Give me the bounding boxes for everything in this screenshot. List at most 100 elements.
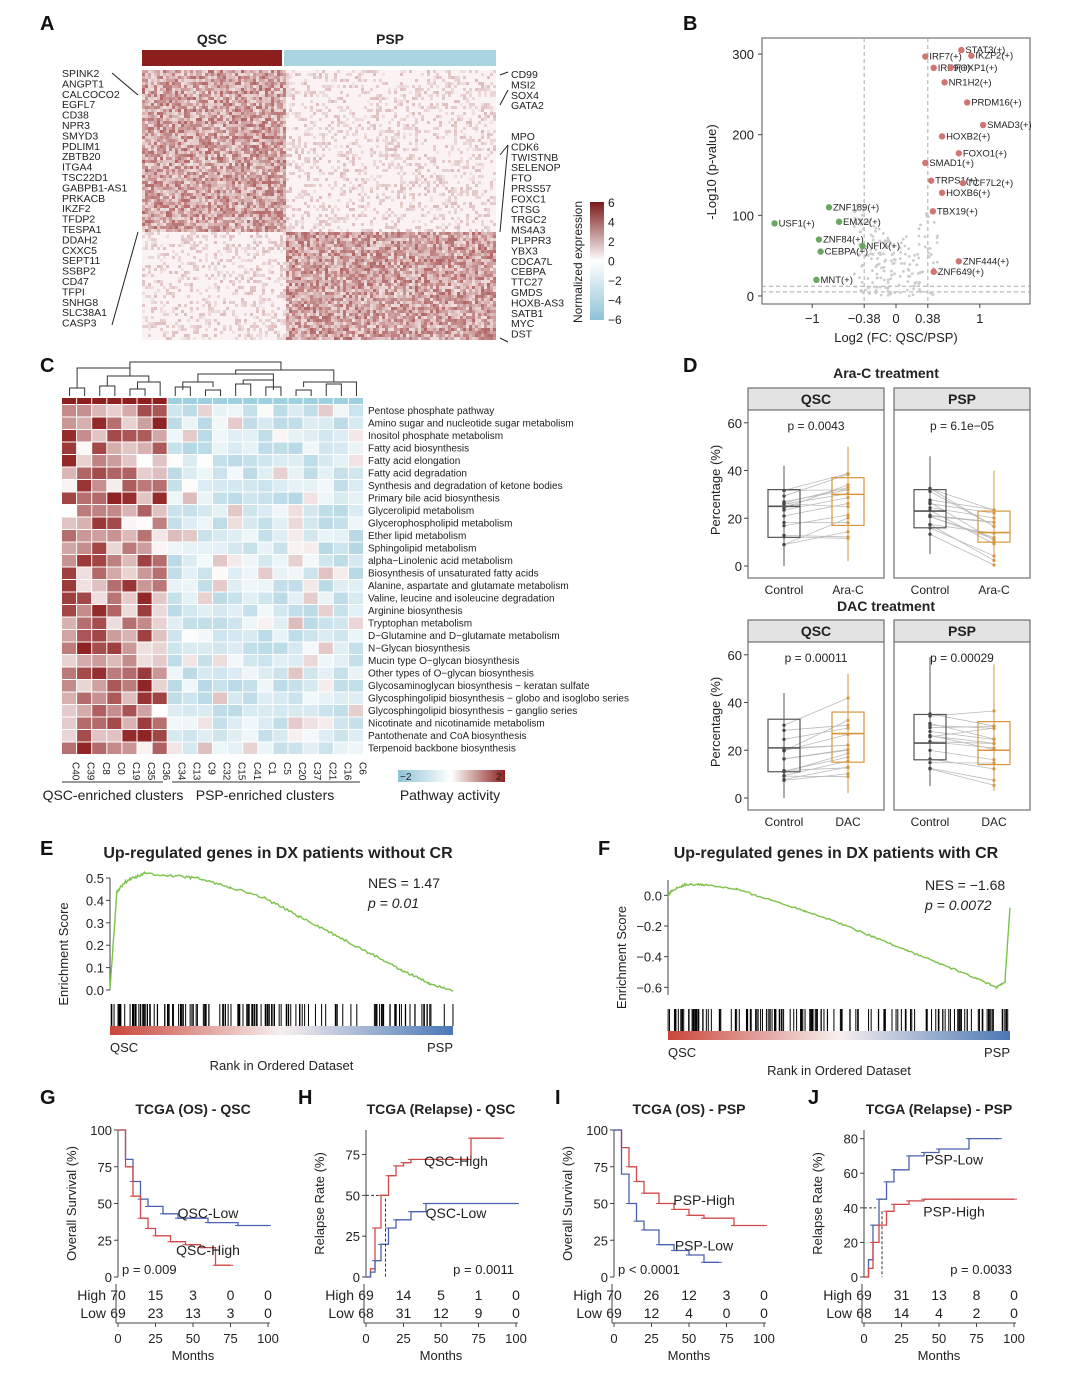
heat-cell <box>157 166 160 169</box>
heat-cell <box>475 169 478 172</box>
heat-cell <box>184 145 187 148</box>
heat-cell <box>250 169 253 172</box>
heat-cell <box>265 178 268 181</box>
heat-cell <box>214 184 217 187</box>
heat-cell <box>382 262 385 265</box>
heat-cell <box>355 271 358 274</box>
heat-cell <box>427 121 430 124</box>
heat-cell <box>145 79 148 82</box>
heat-cell <box>277 94 280 97</box>
heat-cell <box>415 94 418 97</box>
heat-cell <box>253 175 256 178</box>
heat-cell <box>271 187 274 190</box>
heat-cell <box>475 106 478 109</box>
heat-cell <box>274 193 277 196</box>
heat-cell <box>154 205 157 208</box>
heat-cell <box>235 145 238 148</box>
heat-cell <box>166 130 169 133</box>
heat-cell <box>148 169 151 172</box>
heat-cell <box>187 112 190 115</box>
heat-cell <box>187 91 190 94</box>
heat-cell <box>181 175 184 178</box>
heat-cell <box>271 127 274 130</box>
heat-cell <box>301 244 304 247</box>
heat-cell <box>427 238 430 241</box>
heat-cell <box>412 256 415 259</box>
heat-cell <box>205 256 208 259</box>
heat-cell <box>211 211 214 214</box>
heat-cell <box>196 106 199 109</box>
heat-cell <box>202 91 205 94</box>
heat-cell <box>184 154 187 157</box>
heat-cell <box>262 190 265 193</box>
heat-cell <box>277 178 280 181</box>
heat-cell <box>460 115 463 118</box>
heat-cell <box>241 184 244 187</box>
heat-cell <box>481 268 484 271</box>
heat-cell <box>169 100 172 103</box>
heat-cell <box>247 229 250 232</box>
heat-cell <box>466 163 469 166</box>
heat-cell <box>166 91 169 94</box>
heat-cell <box>223 97 226 100</box>
heat-cell <box>277 121 280 124</box>
heat-cell <box>421 88 424 91</box>
heat-cell <box>325 241 328 244</box>
heat-cell <box>256 181 259 184</box>
heat-cell <box>415 268 418 271</box>
heat-cell <box>244 181 247 184</box>
heat-cell <box>472 205 475 208</box>
heat-cell <box>457 265 460 268</box>
heat-cell <box>427 73 430 76</box>
heat-cell <box>244 178 247 181</box>
heat-cell <box>151 94 154 97</box>
heat-cell <box>199 115 202 118</box>
heat-cell <box>151 154 154 157</box>
heat-cell <box>184 187 187 190</box>
heat-cell <box>445 247 448 250</box>
heat-cell <box>178 181 181 184</box>
heat-cell <box>343 256 346 259</box>
heat-cell <box>247 142 250 145</box>
heat-cell <box>202 208 205 211</box>
heat-cell <box>418 241 421 244</box>
heat-cell <box>214 139 217 142</box>
heat-cell <box>226 226 229 229</box>
heat-cell <box>217 190 220 193</box>
heat-cell <box>280 157 283 160</box>
heat-cell <box>343 166 346 169</box>
heat-cell <box>472 139 475 142</box>
heat-cell <box>460 268 463 271</box>
heat-cell <box>262 211 265 214</box>
heat-cell <box>316 250 319 253</box>
heat-cell <box>256 214 259 217</box>
heat-cell <box>472 256 475 259</box>
heat-cell <box>175 139 178 142</box>
heat-cell <box>256 145 259 148</box>
heat-cell <box>439 208 442 211</box>
heat-cell <box>319 145 322 148</box>
heat-cell <box>250 184 253 187</box>
heat-cell <box>430 256 433 259</box>
heat-cell <box>232 172 235 175</box>
heat-cell <box>298 193 301 196</box>
heat-cell <box>427 268 430 271</box>
heat-cell <box>298 253 301 256</box>
heat-cell <box>352 133 355 136</box>
heat-cell <box>280 76 283 79</box>
heat-cell <box>163 112 166 115</box>
heat-cell <box>259 166 262 169</box>
heat-cell <box>220 115 223 118</box>
heat-cell <box>226 88 229 91</box>
heat-cell <box>400 205 403 208</box>
heat-cell <box>283 229 286 232</box>
heat-cell <box>415 139 418 142</box>
heat-cell <box>193 175 196 178</box>
heat-cell <box>187 106 190 109</box>
heat-cell <box>334 181 337 184</box>
heat-cell <box>277 220 280 223</box>
heat-cell <box>391 148 394 151</box>
heat-cell <box>214 103 217 106</box>
heat-cell <box>433 82 436 85</box>
heat-cell <box>316 226 319 229</box>
